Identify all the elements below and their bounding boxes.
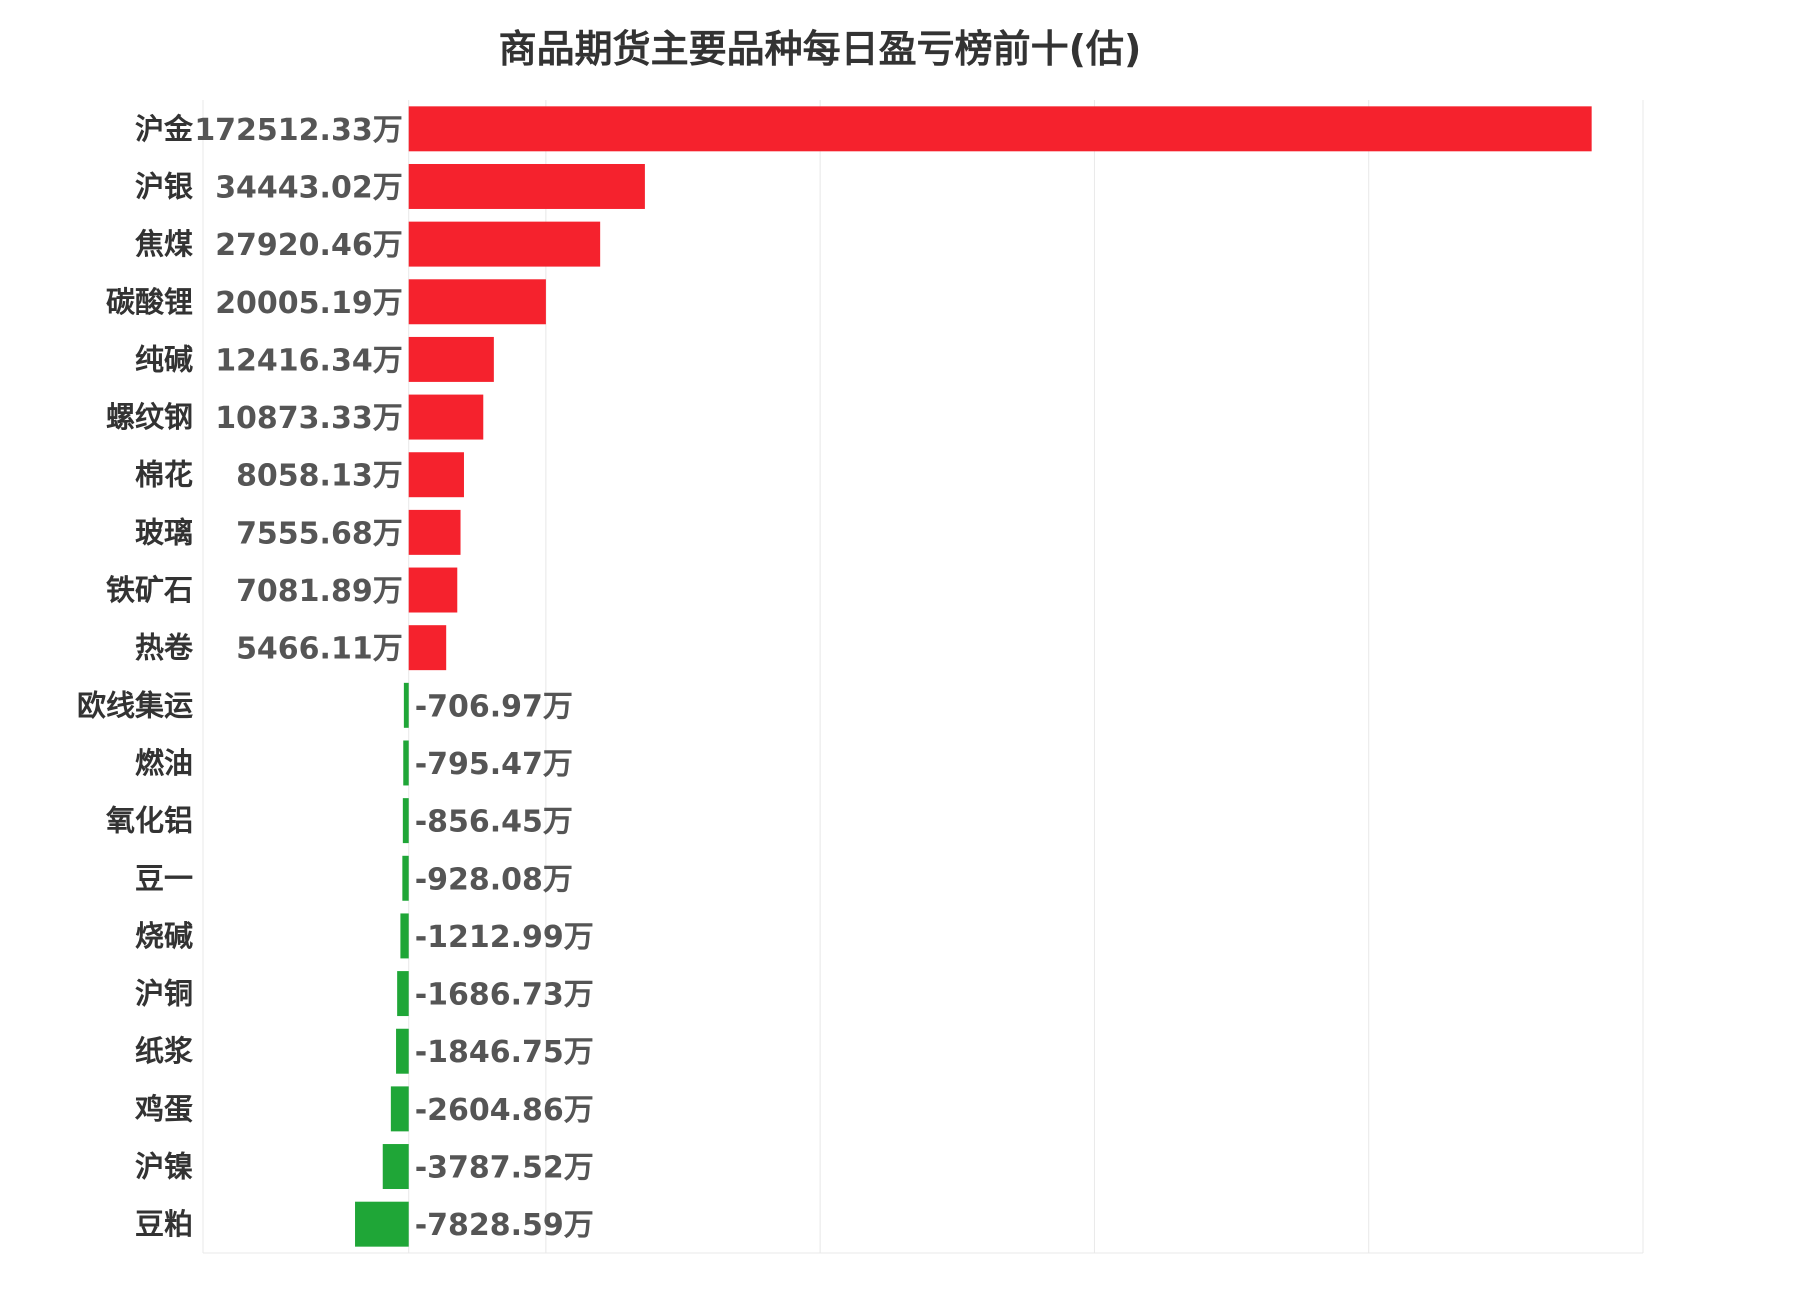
bar	[408, 452, 464, 498]
value-label: 172512.33万	[194, 113, 402, 148]
bar	[402, 798, 409, 844]
category-label: 焦煤	[135, 227, 193, 261]
value-label: -1686.73万	[415, 978, 594, 1013]
value-label: -706.97万	[415, 689, 573, 724]
bar	[408, 221, 601, 267]
bar	[408, 336, 494, 382]
value-label: 7081.89万	[236, 574, 403, 609]
category-label: 氧化铝	[105, 804, 193, 838]
bar	[408, 106, 1592, 152]
bar	[408, 625, 447, 671]
category-label: 燃油	[135, 746, 193, 780]
bar	[408, 163, 645, 209]
value-label: 8058.13万	[236, 459, 403, 494]
value-label: 10873.33万	[215, 401, 403, 436]
category-label: 沪金	[135, 112, 194, 146]
value-label: 12416.34万	[215, 343, 403, 378]
category-label: 豆粕	[135, 1207, 193, 1241]
category-label: 沪铜	[135, 977, 193, 1011]
bar	[355, 1201, 409, 1247]
chart-title: 商品期货主要品种每日盈亏榜前十(估)	[498, 27, 1142, 71]
category-label: 棉花	[135, 458, 193, 492]
value-label: 20005.19万	[215, 286, 403, 321]
category-label: 欧线集运	[77, 688, 193, 722]
value-label: -1212.99万	[415, 920, 594, 955]
bar	[382, 1144, 409, 1190]
category-label: 碳酸锂	[106, 285, 193, 319]
bar	[396, 1028, 409, 1074]
bar	[408, 394, 484, 440]
value-label: -2604.86万	[415, 1093, 594, 1128]
bar	[403, 740, 409, 786]
category-label: 沪镍	[135, 1150, 193, 1184]
bar	[403, 682, 409, 728]
value-label: 7555.68万	[236, 516, 403, 551]
bar	[408, 567, 458, 613]
value-label: 34443.02万	[215, 170, 403, 205]
category-label: 螺纹钢	[106, 400, 193, 434]
value-label: 5466.11万	[236, 632, 403, 667]
bar	[402, 855, 409, 901]
category-label: 沪银	[135, 169, 193, 203]
category-label: 纯碱	[135, 342, 193, 376]
category-label: 铁矿石	[106, 573, 193, 607]
category-label: 鸡蛋	[135, 1092, 193, 1126]
category-label: 豆一	[135, 861, 193, 895]
bar	[397, 971, 409, 1017]
value-label: -3787.52万	[415, 1151, 594, 1186]
value-label: -1846.75万	[415, 1035, 594, 1070]
value-label: 27920.46万	[215, 228, 403, 263]
category-label: 纸浆	[135, 1034, 194, 1068]
value-label: -928.08万	[415, 862, 573, 897]
bar	[400, 913, 409, 959]
category-label: 热卷	[135, 631, 194, 665]
bar	[408, 279, 546, 325]
value-label: -795.47万	[415, 747, 573, 782]
value-label: -856.45万	[415, 805, 573, 840]
category-label: 烧碱	[135, 919, 193, 953]
category-label: 玻璃	[135, 515, 193, 549]
bar	[390, 1086, 409, 1132]
bar	[408, 509, 461, 555]
value-label: -7828.59万	[415, 1208, 594, 1243]
